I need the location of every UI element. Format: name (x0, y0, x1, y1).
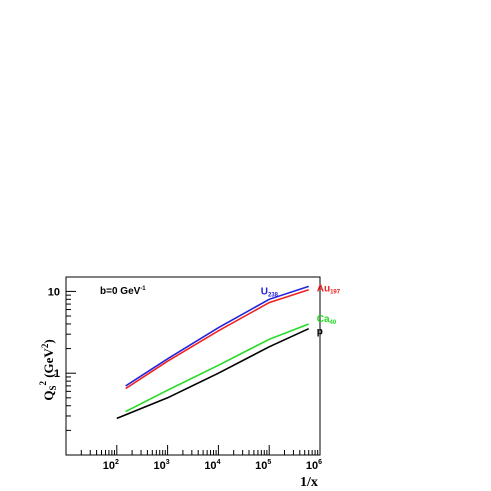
y-label-sub: S (48, 386, 58, 391)
y-label-main: Q (41, 391, 56, 401)
plot-frame (65, 276, 321, 456)
y-tick-label: 10 (48, 286, 60, 298)
x-tick-label: 105 (255, 459, 271, 472)
y-axis-ticks: 1 10 (48, 286, 76, 456)
series-label-ca: Ca40 (317, 314, 337, 326)
series-label-p: p (317, 327, 323, 338)
series-label-au: Au197 (317, 284, 341, 296)
series-line-p (116, 327, 310, 420)
series-label-u: U238 (261, 286, 279, 298)
x-tick-label: 102 (103, 459, 119, 472)
x-tick-label: 106 (306, 459, 322, 472)
x-tick-label: 104 (204, 459, 220, 472)
x-axis-label: 1/x (300, 475, 318, 490)
x-axis-ticks: 102 103 104 105 106 (65, 445, 322, 472)
series-group (116, 285, 310, 420)
series-line-au (125, 288, 309, 390)
annotation-text: b=0 GeV (100, 286, 141, 297)
y-label-close: ) (41, 339, 56, 343)
annotation: b=0 GeV-1 (100, 286, 146, 297)
x-tick-label: 103 (154, 459, 170, 472)
y-tick-label: 1 (54, 368, 60, 380)
series-line-ca (125, 323, 309, 413)
y-label-unit: (GeV (41, 348, 56, 381)
annotation-sup: -1 (140, 286, 146, 292)
series-line-u (125, 285, 309, 387)
y-label-sup: 2 (38, 381, 48, 386)
y-label-unit-sup: 2 (40, 343, 50, 348)
y-axis-label: QS2 (GeV2) (38, 339, 58, 400)
